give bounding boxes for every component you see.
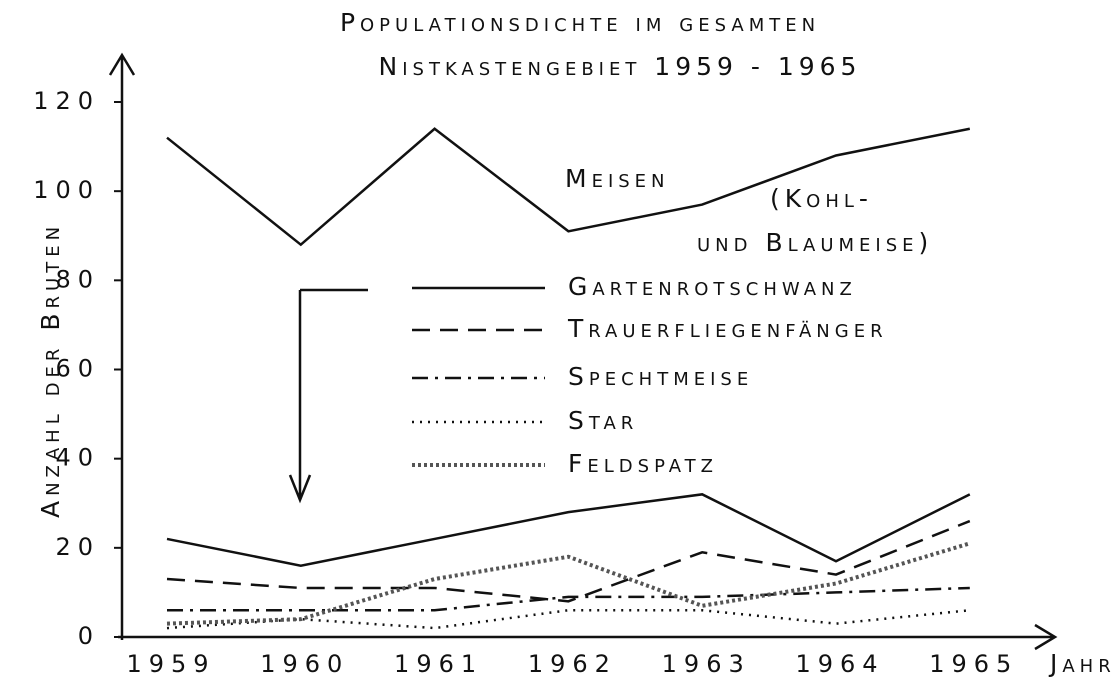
series-line bbox=[167, 586, 970, 612]
y-tick-label: 100 bbox=[33, 176, 100, 204]
y-axis bbox=[108, 52, 136, 640]
x-tick-label: 1959 bbox=[126, 650, 215, 678]
y-tick-label: 80 bbox=[55, 265, 100, 293]
x-tick-label: 1964 bbox=[795, 650, 884, 678]
chart-title: Populationsdichte im gesamten bbox=[340, 8, 820, 37]
axes bbox=[108, 52, 1058, 651]
chart-title: Nistkastengebiet 1959 - 1965 bbox=[379, 52, 862, 81]
x-tick-label: 1963 bbox=[662, 650, 751, 678]
series-line bbox=[166, 493, 971, 567]
series-line bbox=[166, 519, 971, 603]
y-tick-label: 60 bbox=[55, 355, 100, 383]
legend-label: Gartenrotschwanz bbox=[568, 272, 857, 301]
y-tick-label: 120 bbox=[33, 87, 100, 115]
legend-arrow bbox=[288, 288, 368, 504]
legend-label: Feldspatz bbox=[568, 449, 718, 478]
legend-label: Star bbox=[568, 406, 638, 435]
x-tick-label: 1962 bbox=[528, 650, 617, 678]
x-tick-label: 1960 bbox=[260, 650, 349, 678]
annotation: (Kohl- bbox=[770, 184, 873, 213]
x-tick-label: 1961 bbox=[394, 650, 483, 678]
x-axis bbox=[118, 623, 1058, 651]
x-axis-label: Jahr bbox=[1048, 649, 1116, 678]
annotation: und Blaumeise) bbox=[697, 228, 933, 257]
y-axis-label: Anzahl der Bruten bbox=[36, 222, 65, 518]
legend-label: Spechtmeise bbox=[568, 362, 753, 391]
series-label: Meisen bbox=[565, 164, 670, 193]
x-tick-label: 1965 bbox=[929, 650, 1018, 678]
y-tick-label: 40 bbox=[55, 444, 100, 472]
legend-label: Trauerfliegenfänger bbox=[567, 314, 888, 343]
series-line bbox=[166, 127, 971, 247]
y-tick-label: 0 bbox=[78, 622, 100, 650]
y-tick-label: 20 bbox=[55, 533, 100, 561]
series-line bbox=[166, 541, 971, 626]
